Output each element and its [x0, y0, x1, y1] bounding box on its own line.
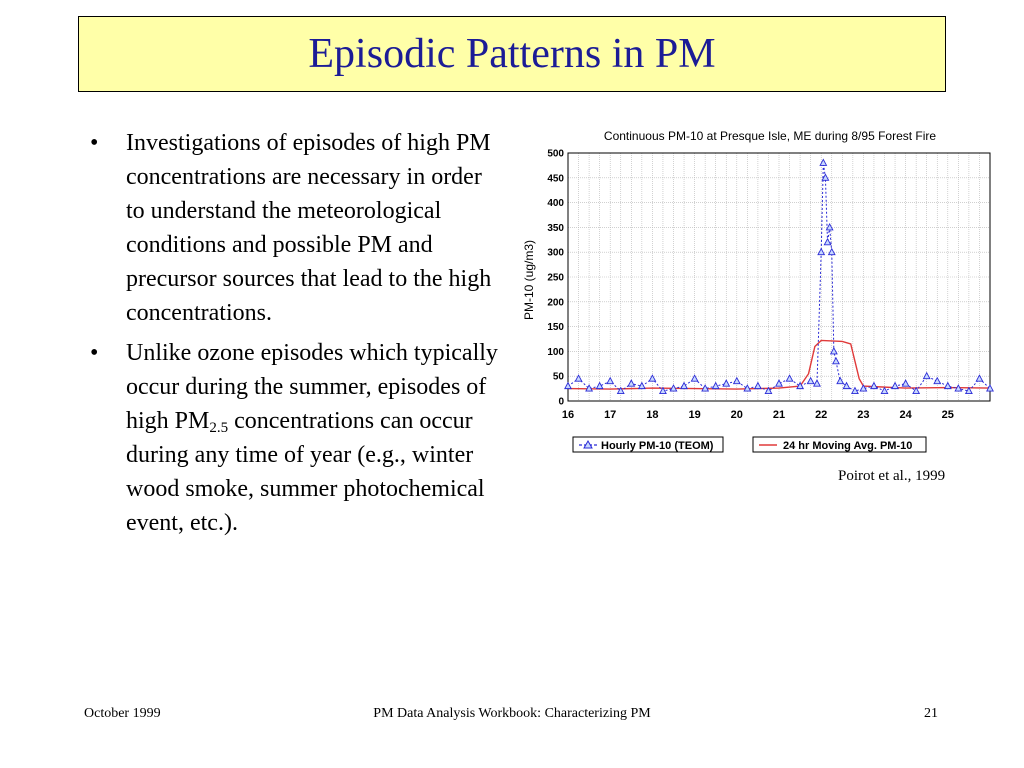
- data-point-hourly: [785, 374, 794, 382]
- x-tick-label: 24: [899, 409, 912, 421]
- y-tick-label: 500: [547, 149, 564, 160]
- data-point-hourly: [964, 386, 973, 395]
- data-point-hourly: [722, 379, 731, 387]
- data-point-hourly: [901, 379, 910, 387]
- data-point-hourly: [775, 379, 783, 387]
- data-point-hourly: [669, 384, 678, 392]
- pm-subscript: 2.5: [209, 420, 229, 436]
- data-point-hourly: [595, 381, 604, 390]
- data-point-hourly: [832, 356, 840, 365]
- chart-grid: [567, 152, 990, 402]
- data-point-hourly: [954, 384, 963, 392]
- y-tick-label: 400: [547, 198, 564, 209]
- data-point-hourly: [564, 381, 572, 390]
- data-point-hourly: [732, 376, 741, 385]
- data-point-hourly: [813, 379, 821, 387]
- legend-box-1: [572, 436, 724, 453]
- data-point-hourly: [806, 376, 815, 385]
- data-point-hourly: [823, 237, 832, 246]
- data-point-hourly: [659, 386, 667, 395]
- data-point-hourly: [627, 379, 636, 387]
- data-point-hourly: [764, 386, 773, 395]
- y-tick-label: 350: [547, 223, 564, 234]
- data-point-hourly: [711, 381, 720, 390]
- data-point-hourly: [859, 384, 868, 392]
- y-tick-label: 50: [553, 372, 565, 383]
- data-point-hourly: [912, 386, 921, 395]
- plot-area: [567, 152, 991, 402]
- data-point-hourly: [680, 381, 688, 390]
- data-point-hourly: [943, 381, 952, 390]
- data-point-hourly: [690, 374, 699, 382]
- data-point-hourly: [574, 374, 583, 382]
- y-tick-label: 250: [547, 273, 564, 284]
- x-tick-label: 19: [688, 409, 700, 421]
- bullet-text-2b: concentrations can occur during any time…: [126, 408, 485, 536]
- legend-label-1: Hourly PM-10 (TEOM): [601, 440, 714, 452]
- data-point-hourly: [753, 381, 762, 390]
- x-tick-label: 22: [815, 409, 827, 421]
- data-point-hourly: [825, 222, 834, 231]
- data-point-hourly: [975, 374, 984, 382]
- data-point-hourly: [851, 386, 859, 395]
- footer-date: October 1999: [84, 706, 161, 721]
- footer-title: PM Data Analysis Workbook: Characterizin…: [373, 706, 651, 721]
- y-axis-label: PM-10 (ug/m3): [522, 240, 536, 320]
- chart-svg: Continuous PM-10 at Presque Isle, ME dur…: [522, 129, 994, 453]
- x-tick-label: 17: [604, 409, 616, 421]
- data-point-hourly: [743, 384, 752, 392]
- y-tick-label: 200: [547, 297, 564, 308]
- data-point-hourly: [819, 158, 828, 166]
- data-point-hourly: [870, 381, 878, 390]
- chart-marks: [564, 158, 994, 395]
- credit-text: Poirot et al., 1999: [838, 468, 946, 484]
- data-point-hourly: [616, 386, 625, 395]
- data-point-hourly: [648, 374, 657, 382]
- data-point-hourly: [585, 384, 594, 392]
- chart-legend: Hourly PM-10 (TEOM) 24 hr Moving Avg. PM…: [572, 436, 927, 453]
- chart-title: Continuous PM-10 at Presque Isle, ME dur…: [604, 129, 936, 143]
- x-tick-label: 20: [731, 409, 743, 421]
- data-point-hourly: [836, 376, 845, 385]
- footer-page-number: 21: [924, 706, 938, 721]
- data-point-hourly: [829, 346, 838, 355]
- x-tick-labels: 16 17 18 19 20 21 22 23 24 25: [562, 409, 954, 421]
- x-tick-label: 18: [646, 409, 658, 421]
- legend-box-2: [752, 436, 927, 453]
- x-tick-label: 16: [562, 409, 574, 421]
- y-tick-label: 300: [547, 248, 564, 259]
- y-tick-label: 150: [547, 322, 564, 333]
- y-tick-label: 0: [558, 397, 564, 408]
- data-point-hourly: [986, 384, 994, 392]
- data-point-hourly: [880, 386, 889, 395]
- x-tick-label: 25: [942, 409, 954, 421]
- data-point-hourly: [821, 173, 830, 181]
- data-point-hourly: [922, 371, 931, 380]
- data-point-hourly: [637, 381, 646, 390]
- data-point-hourly: [933, 376, 942, 385]
- y-tick-label: 450: [547, 173, 564, 184]
- legend-label-2: 24 hr Moving Avg. PM-10: [783, 440, 912, 452]
- bullet-text-2a: Unlike ozone episodes which typically oc…: [126, 340, 498, 434]
- data-point-hourly: [827, 247, 836, 256]
- legend-marker-1: [583, 439, 593, 449]
- x-tick-label: 23: [857, 409, 869, 421]
- bullet-text-1: Investigations of episodes of high PM co…: [126, 130, 492, 326]
- bullet-list: Investigations of episodes of high PM co…: [82, 126, 502, 546]
- bullet-item-1: Investigations of episodes of high PM co…: [82, 126, 502, 330]
- slide-title: Episodic Patterns in PM: [308, 31, 716, 77]
- pm10-chart: Continuous PM-10 at Presque Isle, ME dur…: [515, 120, 995, 465]
- y-tick-label: 100: [547, 347, 564, 358]
- data-point-hourly: [842, 381, 851, 390]
- title-box: Episodic Patterns in PM: [78, 16, 946, 92]
- x-tick-label: 21: [773, 409, 785, 421]
- data-point-hourly: [891, 381, 899, 390]
- data-point-hourly: [817, 247, 826, 256]
- data-point-hourly: [796, 381, 805, 390]
- data-point-hourly: [606, 376, 615, 385]
- bullet-item-2: Unlike ozone episodes which typically oc…: [82, 336, 502, 540]
- data-point-hourly: [701, 384, 710, 392]
